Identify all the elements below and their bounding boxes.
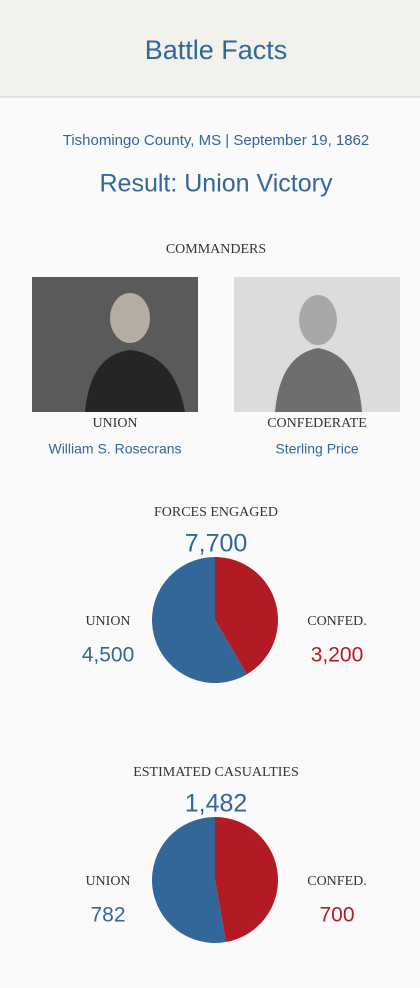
pie-title: FORCES ENGAGED — [154, 505, 278, 520]
result: Result: Union Victory — [100, 170, 333, 198]
pie-value-label: 782 — [90, 904, 125, 927]
location-date: Tishomingo County, MS | September 19, 18… — [63, 132, 370, 149]
pie-value-label: 3,200 — [311, 644, 364, 667]
confederate-side: CONFEDERATE — [267, 416, 367, 431]
pie-total: 1,482 — [185, 790, 248, 818]
pie-label: CONFED. — [307, 614, 367, 629]
pie-title: ESTIMATED CASUALTIES — [133, 765, 299, 780]
union-commander: William S. Rosecrans — [48, 441, 181, 457]
pie-label: UNION — [85, 874, 130, 889]
pie-total: 7,700 — [185, 530, 248, 558]
pie-label: CONFED. — [307, 874, 367, 889]
confederate-commander: Sterling Price — [275, 441, 358, 457]
commanders-heading: COMMANDERS — [166, 242, 266, 257]
confederate-portrait — [234, 277, 400, 412]
union-side: UNION — [92, 416, 137, 431]
battle-facts-page: Battle Facts Tishomingo County, MS | Sep… — [0, 0, 420, 988]
header-title: Battle Facts — [145, 35, 288, 65]
pie-value-label: 700 — [319, 904, 354, 927]
union-portrait — [32, 277, 198, 412]
pie-label: UNION — [85, 614, 130, 629]
pie-value-label: 4,500 — [82, 644, 135, 667]
